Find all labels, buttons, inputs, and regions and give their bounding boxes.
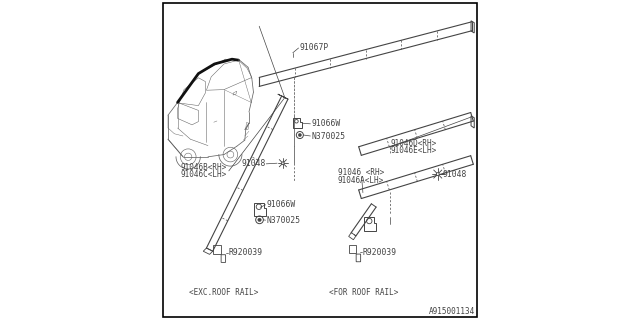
Polygon shape (349, 233, 356, 240)
Circle shape (282, 162, 284, 164)
Text: <EXC.ROOF RAIL>: <EXC.ROOF RAIL> (189, 288, 259, 297)
Text: 91046E<LH>: 91046E<LH> (390, 146, 436, 155)
Polygon shape (471, 116, 474, 128)
Text: 91066W: 91066W (266, 200, 296, 209)
Text: N370025: N370025 (311, 132, 345, 140)
Text: <FOR ROOF RAIL>: <FOR ROOF RAIL> (328, 288, 398, 297)
Text: A915001134: A915001134 (429, 307, 475, 316)
Circle shape (298, 133, 301, 137)
Circle shape (258, 218, 261, 221)
Text: 91046B<RH>: 91046B<RH> (181, 163, 227, 172)
Text: 91046D<RH>: 91046D<RH> (390, 139, 436, 148)
Text: 91066W: 91066W (311, 119, 340, 128)
Text: N370025: N370025 (266, 216, 300, 225)
Text: 91046A<LH>: 91046A<LH> (338, 176, 384, 185)
Text: 91048: 91048 (442, 170, 467, 179)
Polygon shape (471, 21, 474, 33)
Text: 91067P: 91067P (300, 43, 329, 52)
Text: 91046C<LH>: 91046C<LH> (181, 170, 227, 179)
Text: R920039: R920039 (363, 248, 397, 257)
Circle shape (436, 172, 439, 175)
Text: R920039: R920039 (229, 248, 263, 257)
Polygon shape (204, 248, 212, 254)
Text: 91048: 91048 (241, 159, 266, 168)
Text: 91046 <RH>: 91046 <RH> (338, 168, 384, 177)
Polygon shape (278, 94, 288, 99)
